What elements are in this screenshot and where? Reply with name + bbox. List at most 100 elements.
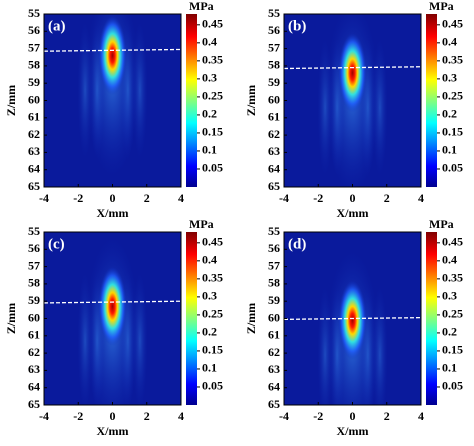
x-tick-label: -4	[279, 191, 289, 205]
colorbar-tick-label: 0.4	[202, 253, 217, 267]
field	[317, 251, 388, 405]
x-tick-label: 0	[350, 409, 356, 423]
colorbar-tick-label: 0.1	[202, 143, 217, 157]
colorbar-tick-label: 0.45	[442, 17, 463, 31]
colorbar-tick-label: 0.4	[442, 253, 457, 267]
x-tick-label: 0	[350, 191, 356, 205]
y-axis-label: Z/mm	[244, 85, 258, 116]
side-lobe	[77, 271, 93, 405]
y-axis-label: Z/mm	[4, 303, 18, 334]
colorbar-tick-label: 0.15	[442, 343, 463, 357]
x-tick-label: 0	[110, 191, 116, 205]
y-tick-label: 64	[268, 379, 280, 393]
y-tick-label: 62	[28, 345, 40, 359]
colorbar	[186, 232, 197, 405]
y-tick-label: 60	[28, 310, 40, 324]
y-tick-label: 59	[268, 75, 280, 89]
y-tick-label: 64	[28, 379, 40, 393]
colorbar-tick-label: 0.2	[202, 107, 217, 121]
focal-spot	[98, 15, 127, 96]
focal-spot	[98, 266, 127, 347]
colorbar-tick-label: 0.3	[202, 289, 217, 303]
y-tick-label: 61	[28, 328, 40, 342]
side-lobe	[372, 38, 388, 177]
x-tick-label: -2	[73, 409, 83, 423]
dashed-line	[43, 48, 182, 52]
y-tick-label: 61	[28, 110, 40, 124]
y-tick-label: 57	[268, 258, 280, 272]
dashed-line	[43, 300, 182, 304]
panel: (b) -4 -2 0 2 4 55 56 57 58 59 60 61 62 63 64 65 X/mm Z/mm…	[244, 0, 463, 220]
colorbar-tick-label: 0.2	[442, 107, 457, 121]
y-tick-label: 65	[268, 179, 280, 193]
y-tick-label: 59	[28, 75, 40, 89]
colorbar-tick-label: 0.35	[442, 271, 463, 285]
y-tick-label: 64	[268, 161, 280, 175]
y-tick-label: 56	[28, 23, 40, 37]
y-tick-label: 62	[268, 345, 280, 359]
x-tick-label: -4	[279, 409, 289, 423]
colorbar-tick-label: 0.05	[202, 379, 223, 393]
colorbar-tick-label: 0.25	[442, 89, 463, 103]
colorbar-tick-label: 0.2	[442, 325, 457, 339]
x-tick-label: -4	[39, 191, 49, 205]
colorbar-tick-label: 0.3	[442, 71, 457, 85]
panel: (d) -4 -2 0 2 4 55 56 57 58 59 60 61 62 63 64 65 X/mm Z/mm…	[244, 217, 463, 438]
side-lobe	[317, 38, 333, 177]
colorbar-tick-label: 0.2	[202, 325, 217, 339]
y-tick-label: 56	[268, 241, 280, 255]
y-tick-label: 55	[268, 224, 280, 238]
side-lobe	[317, 285, 333, 405]
y-tick-label: 63	[268, 144, 280, 158]
x-tick-label: -2	[313, 191, 323, 205]
x-tick-label: 4	[178, 191, 184, 205]
x-tick-label: 2	[144, 191, 150, 205]
colorbar-tick-label: 0.1	[442, 143, 457, 157]
x-tick-label: -2	[73, 191, 83, 205]
field	[77, 237, 148, 405]
panel-label: (b)	[288, 18, 306, 34]
y-tick-label: 59	[28, 293, 40, 307]
colorbar-tick-label: 0.25	[202, 307, 223, 321]
panel-label: (d)	[288, 236, 306, 252]
x-tick-label: 2	[144, 409, 150, 423]
x-axis-label: X/mm	[337, 424, 369, 438]
x-axis-label: X/mm	[337, 206, 369, 220]
panel: (a) -4 -2 0 2 4 55 56 57 58 59 60 61 62 63 64 65 X/mm Z/mm…	[4, 0, 223, 220]
x-tick-label: 4	[418, 409, 424, 423]
x-tick-label: 4	[178, 409, 184, 423]
y-tick-label: 60	[268, 310, 280, 324]
colorbar-tick-label: 0.3	[442, 289, 457, 303]
x-tick-label: 4	[418, 191, 424, 205]
y-tick-label: 55	[268, 6, 280, 20]
colorbar-tick-label: 0.05	[442, 161, 463, 175]
y-tick-label: 62	[28, 127, 40, 141]
colorbar-tick-label: 0.3	[202, 71, 217, 85]
y-tick-label: 57	[28, 258, 40, 272]
colorbar-tick-label: 0.25	[442, 307, 463, 321]
y-tick-label: 57	[268, 40, 280, 54]
y-tick-label: 55	[28, 6, 40, 20]
colorbar	[426, 14, 437, 187]
y-tick-label: 58	[268, 276, 280, 290]
side-lobe	[372, 285, 388, 405]
x-tick-label: -4	[39, 409, 49, 423]
colorbar-tick-label: 0.45	[202, 235, 223, 249]
colorbar-tick-label: 0.05	[442, 379, 463, 393]
y-tick-label: 56	[268, 23, 280, 37]
x-tick-label: 2	[384, 191, 390, 205]
focal-spot	[338, 280, 367, 361]
dashed-line	[283, 66, 422, 70]
colorbar-tick-label: 0.25	[202, 89, 223, 103]
side-lobe	[132, 271, 148, 405]
y-tick-label: 65	[28, 179, 40, 193]
colorbar-tick-label: 0.4	[442, 35, 457, 49]
y-tick-label: 65	[268, 397, 280, 411]
colorbar-tick-label: 0.35	[202, 271, 223, 285]
colorbar-label: MPa	[429, 0, 454, 13]
y-tick-label: 58	[28, 276, 40, 290]
x-axis-label: X/mm	[97, 206, 129, 220]
colorbar-tick-label: 0.45	[202, 17, 223, 31]
colorbar-tick-label: 0.15	[202, 343, 223, 357]
y-tick-label: 58	[268, 58, 280, 72]
